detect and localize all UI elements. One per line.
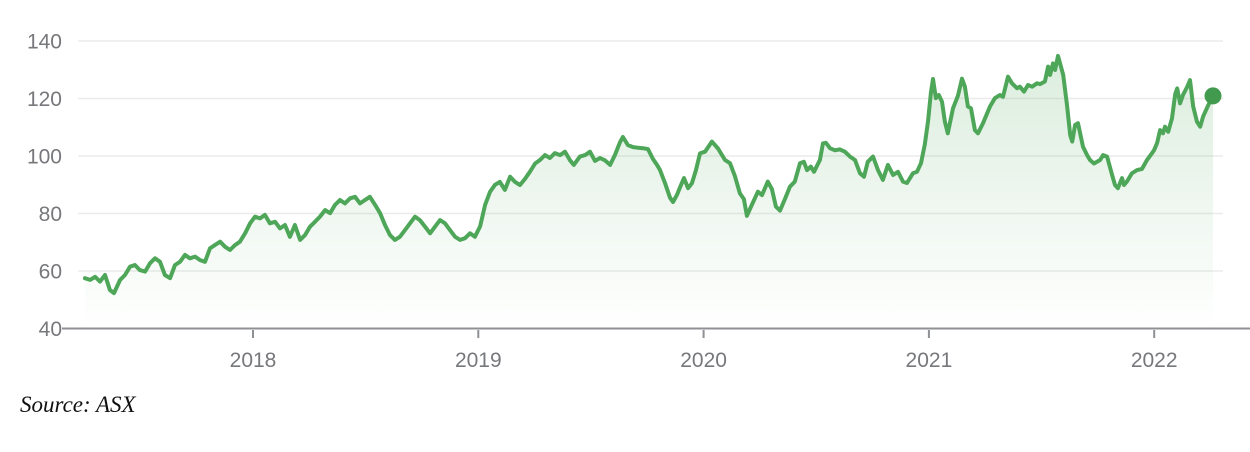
price-chart: 2018 2019 2020 2021 2022 140 120 100 80 60 40 <box>27 31 1250 372</box>
y-axis-label-140: 140 <box>27 31 62 54</box>
y-axis-label-80: 80 <box>39 203 62 226</box>
x-axis-label-2021: 2021 <box>906 349 953 372</box>
y-axis-label-100: 100 <box>27 146 62 169</box>
x-axis-label-2022: 2022 <box>1131 349 1178 372</box>
y-axis-label-60: 60 <box>39 261 62 284</box>
last-price-marker <box>1204 87 1222 105</box>
price-line <box>82 53 1215 296</box>
source-caption: Source: ASX <box>20 392 136 417</box>
x-axis-label-2020: 2020 <box>680 349 727 372</box>
price-area-fill <box>84 55 1213 329</box>
x-axis-label-2019: 2019 <box>455 349 502 372</box>
y-axis-label-40: 40 <box>39 318 62 341</box>
x-axis-label-2018: 2018 <box>230 349 277 372</box>
y-axis-label-120: 120 <box>27 88 62 111</box>
